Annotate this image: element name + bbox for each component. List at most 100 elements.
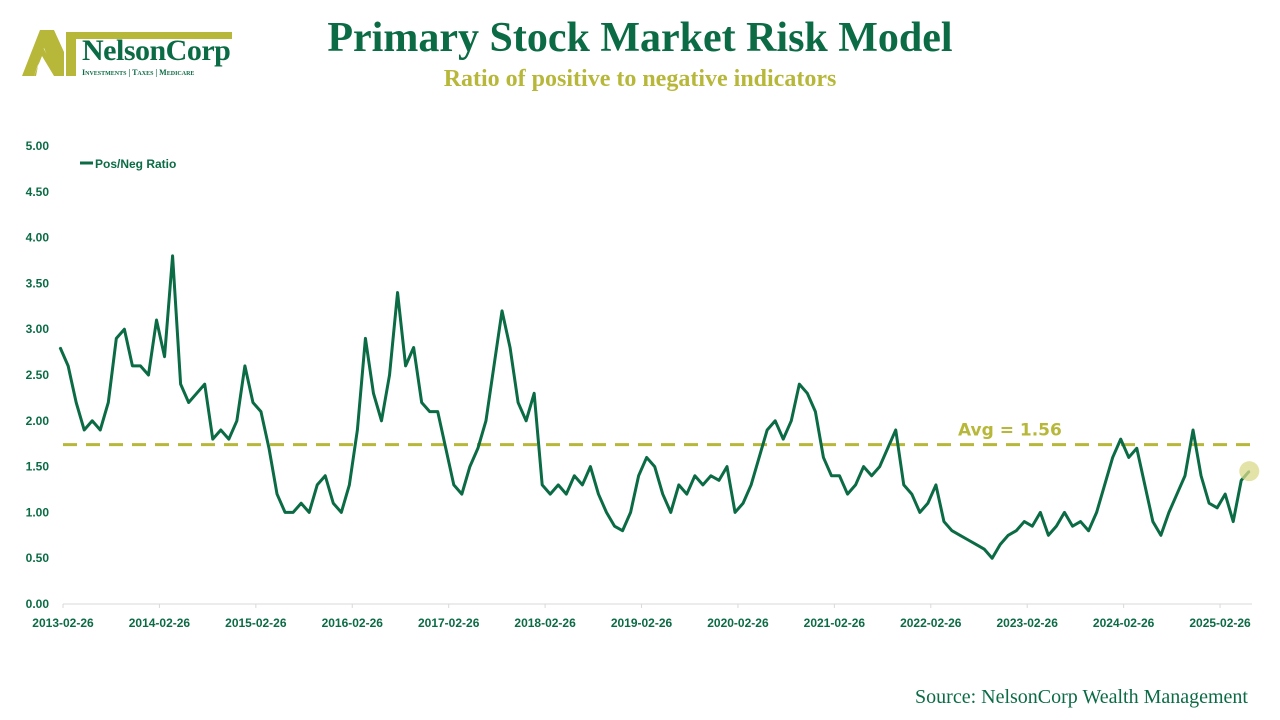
data-point	[1208, 502, 1210, 505]
data-point	[742, 502, 744, 505]
data-point	[115, 337, 118, 340]
data-point	[139, 365, 142, 367]
data-point	[581, 484, 584, 486]
data-point	[348, 484, 351, 486]
x-axis: 2013-02-26 2014-02-26 2015-02-26 2016-02-26…	[32, 603, 1252, 630]
data-point	[428, 410, 431, 413]
data-point	[453, 484, 455, 486]
data-point	[300, 502, 302, 505]
data-point	[846, 493, 849, 495]
y-axis: 0.00 0.50 1.00 1.50 2.00 2.50 3.00 3.50 4.00 4.50…	[26, 139, 50, 611]
data-point	[1184, 474, 1186, 477]
data-point	[637, 474, 640, 477]
data-point	[1087, 529, 1090, 532]
data-point	[236, 420, 238, 422]
data-point	[862, 465, 865, 468]
data-point	[219, 429, 222, 431]
series-group	[58, 254, 1260, 560]
series-line	[58, 254, 1251, 560]
data-point	[324, 474, 327, 477]
average-label: Avg = 1.56	[958, 421, 1062, 441]
legend: Pos/Neg Ratio	[80, 157, 176, 171]
data-point	[541, 484, 543, 486]
y-tick-label: 4.50	[26, 185, 50, 199]
data-point	[244, 365, 246, 367]
data-point	[1127, 456, 1130, 459]
data-point	[1152, 520, 1154, 523]
data-point	[645, 456, 648, 459]
y-tick-label: 3.00	[26, 322, 50, 336]
data-point	[525, 420, 527, 422]
data-point	[854, 484, 857, 486]
data-point	[292, 511, 294, 514]
data-point	[1079, 520, 1082, 523]
data-point	[1176, 493, 1178, 495]
data-point	[388, 374, 391, 376]
data-point	[1168, 511, 1170, 514]
data-point	[894, 429, 897, 431]
data-point	[83, 429, 85, 431]
data-point	[661, 493, 664, 495]
data-point	[878, 465, 881, 468]
data-point	[669, 511, 672, 514]
chart-title: Primary Stock Market Risk Model	[327, 15, 953, 61]
data-point	[1023, 520, 1026, 523]
data-point	[187, 401, 190, 404]
y-tick-label: 1.50	[26, 460, 50, 474]
data-point	[75, 401, 77, 404]
data-point	[967, 539, 969, 541]
data-point	[436, 410, 439, 413]
data-point	[332, 502, 335, 505]
average-line-group: Avg = 1.56	[63, 421, 1258, 447]
data-point	[501, 310, 503, 312]
data-point	[677, 484, 680, 486]
data-point	[211, 438, 214, 440]
logo-mark-icon	[22, 30, 232, 76]
data-point	[573, 474, 576, 477]
data-point	[718, 479, 720, 482]
data-point	[1039, 511, 1042, 514]
data-point	[1047, 534, 1050, 537]
data-point	[171, 255, 174, 257]
data-point	[814, 410, 817, 413]
data-point	[461, 493, 463, 495]
data-point	[444, 447, 447, 450]
data-point	[59, 346, 61, 349]
data-point	[1063, 511, 1066, 514]
x-tick-label: 2024-02-26	[1093, 616, 1155, 630]
data-point	[420, 401, 423, 404]
data-point	[597, 493, 600, 495]
data-point	[179, 383, 182, 385]
data-point	[155, 319, 158, 321]
data-point	[1192, 429, 1194, 431]
data-point	[1015, 529, 1018, 532]
data-point	[1007, 534, 1010, 537]
nelsoncorp-logo: NelsonCorp Investments | Taxes | Medicar…	[20, 26, 232, 82]
data-point	[999, 543, 1001, 546]
data-point	[822, 456, 825, 459]
data-point	[621, 529, 624, 532]
y-tick-label: 4.00	[26, 231, 50, 245]
data-point	[404, 365, 407, 367]
data-point	[1240, 479, 1243, 482]
x-tick-label: 2019-02-26	[611, 616, 673, 630]
data-point	[702, 484, 704, 486]
data-point	[758, 456, 760, 459]
data-point	[653, 465, 656, 468]
x-tick-label: 2016-02-26	[322, 616, 384, 630]
data-point	[782, 438, 785, 440]
x-tick-label: 2022-02-26	[900, 616, 962, 630]
data-point	[766, 429, 768, 431]
data-point	[943, 520, 945, 523]
data-point	[1144, 484, 1146, 486]
data-point	[1135, 447, 1138, 450]
data-point	[983, 548, 985, 550]
data-point	[870, 474, 873, 477]
data-point	[412, 346, 415, 349]
data-point	[1160, 534, 1162, 537]
data-point	[131, 365, 134, 367]
y-tick-label: 0.50	[26, 551, 50, 565]
data-point	[919, 511, 921, 514]
data-point	[911, 493, 913, 495]
data-point	[1200, 474, 1202, 477]
